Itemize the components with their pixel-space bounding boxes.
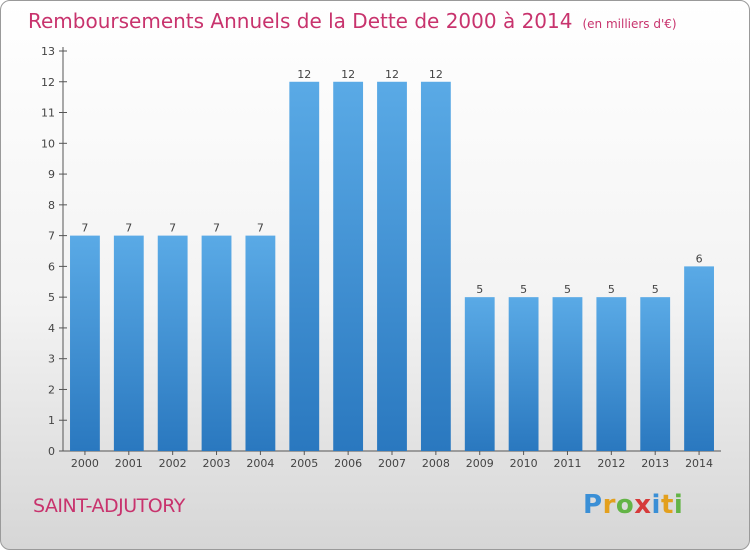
x-tick-label: 2001 bbox=[115, 457, 143, 470]
data-label: 12 bbox=[429, 68, 443, 81]
x-tick-label: 2003 bbox=[203, 457, 231, 470]
data-label: 7 bbox=[169, 222, 176, 235]
data-label: 7 bbox=[125, 222, 132, 235]
bar bbox=[113, 235, 144, 451]
bar bbox=[377, 81, 407, 452]
bar bbox=[289, 81, 320, 452]
x-tick-label: 2006 bbox=[334, 457, 362, 470]
bar bbox=[201, 235, 232, 451]
x-tick-label: 2014 bbox=[685, 457, 713, 470]
data-label: 5 bbox=[564, 283, 571, 296]
x-tick-label: 2013 bbox=[641, 457, 669, 470]
commune-name: SAINT-ADJUTORY bbox=[33, 495, 185, 517]
y-tick-label: 5 bbox=[48, 291, 55, 304]
y-tick-label: 0 bbox=[48, 445, 55, 458]
y-tick-label: 13 bbox=[41, 45, 55, 58]
y-tick-label: 10 bbox=[41, 137, 55, 150]
bar bbox=[333, 81, 364, 452]
bar bbox=[684, 266, 714, 451]
bar bbox=[552, 297, 583, 451]
x-tick-label: 2010 bbox=[510, 457, 538, 470]
data-label: 5 bbox=[608, 283, 615, 296]
data-label: 5 bbox=[520, 283, 527, 296]
data-label: 12 bbox=[341, 68, 355, 81]
y-tick-label: 1 bbox=[48, 414, 55, 427]
y-tick-label: 7 bbox=[48, 230, 55, 243]
data-label: 5 bbox=[652, 283, 659, 296]
x-tick-label: 2005 bbox=[290, 457, 318, 470]
x-tick-label: 2004 bbox=[246, 457, 274, 470]
data-label: 5 bbox=[476, 283, 483, 296]
bar bbox=[70, 235, 100, 451]
bar bbox=[245, 235, 276, 451]
y-tick-label: 4 bbox=[48, 322, 55, 335]
x-tick-label: 2008 bbox=[422, 457, 450, 470]
y-tick-label: 2 bbox=[48, 383, 55, 396]
x-tick-label: 2012 bbox=[597, 457, 625, 470]
chart-title: Remboursements Annuels de la Dette de 20… bbox=[28, 9, 677, 33]
x-tick-label: 2007 bbox=[378, 457, 406, 470]
data-label: 7 bbox=[213, 222, 220, 235]
y-tick-label: 3 bbox=[48, 353, 55, 366]
data-label: 12 bbox=[297, 68, 311, 81]
bar bbox=[420, 81, 451, 452]
x-tick-label: 2002 bbox=[159, 457, 187, 470]
data-label: 12 bbox=[385, 68, 399, 81]
bar bbox=[508, 297, 539, 451]
bar bbox=[157, 235, 188, 451]
y-tick-label: 11 bbox=[41, 107, 55, 120]
data-label: 7 bbox=[81, 222, 88, 235]
x-tick-label: 2011 bbox=[553, 457, 581, 470]
data-label: 6 bbox=[696, 252, 703, 265]
x-tick-label: 2009 bbox=[466, 457, 494, 470]
bar bbox=[464, 297, 495, 451]
unit-note: (en milliers d'€) bbox=[582, 17, 677, 31]
y-tick-label: 12 bbox=[41, 76, 55, 89]
bar bbox=[640, 297, 671, 451]
bar bbox=[596, 297, 627, 451]
y-tick-label: 6 bbox=[48, 260, 55, 273]
proxiti-logo: Proxiti bbox=[583, 490, 684, 520]
data-label: 7 bbox=[257, 222, 264, 235]
y-tick-label: 9 bbox=[48, 168, 55, 181]
y-tick-label: 8 bbox=[48, 199, 55, 212]
x-tick-label: 2000 bbox=[71, 457, 99, 470]
